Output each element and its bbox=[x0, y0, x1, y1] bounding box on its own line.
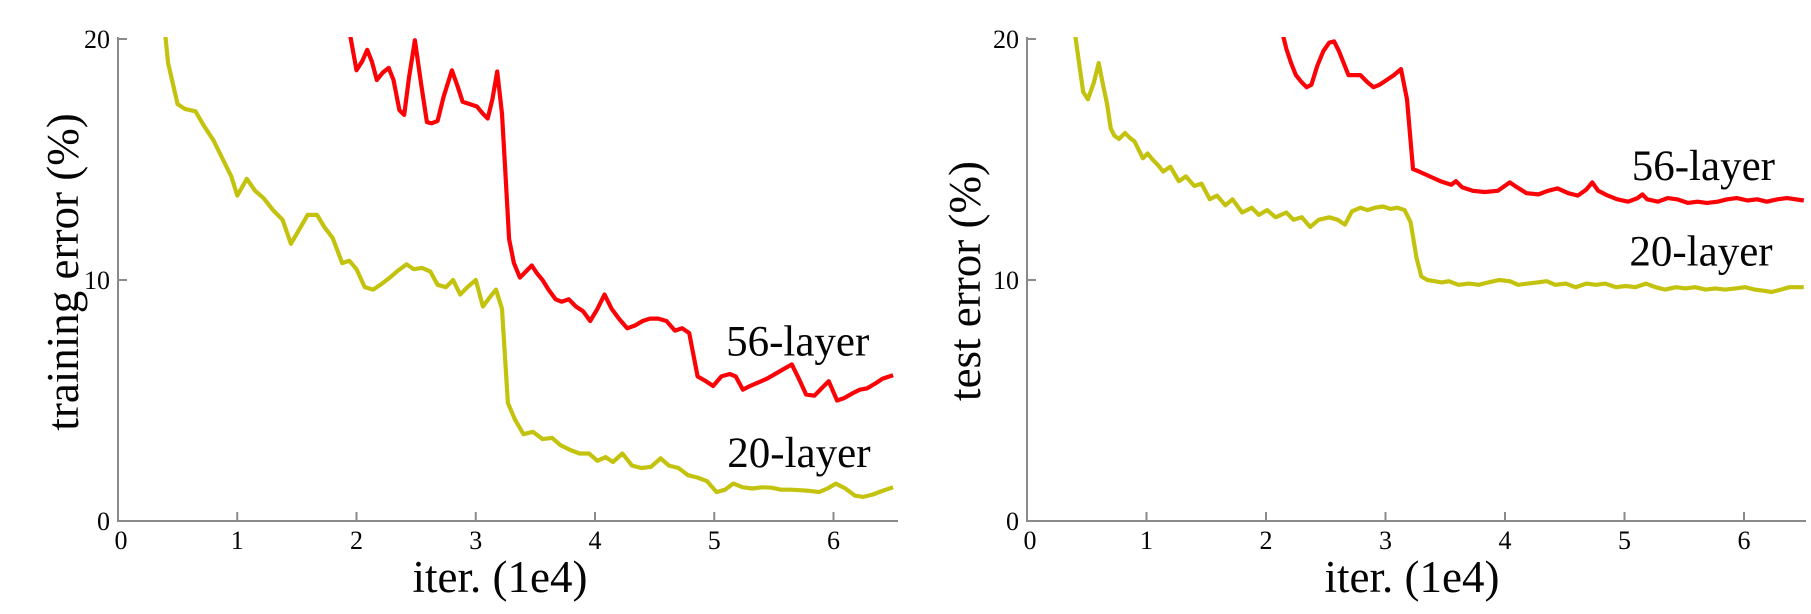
x-tick-label: 0 bbox=[115, 526, 128, 555]
y-axis-label: training error (%) bbox=[38, 113, 88, 430]
x-tick-label: 2 bbox=[350, 526, 363, 555]
annotation-56-layer: 56-layer bbox=[726, 318, 869, 365]
series-line-56-layer bbox=[1281, 37, 1805, 205]
series-line-20-layer bbox=[1073, 37, 1804, 295]
training-error-series-group bbox=[163, 37, 894, 499]
annotation-20-layer: 20-layer bbox=[727, 430, 870, 477]
annotation-56-layer: 56-layer bbox=[1632, 143, 1775, 190]
y-tick-label: 20 bbox=[993, 25, 1019, 54]
test-error-chart: 0 1 2 3 4 5 6 0 10 20 test error (%) iter. (1e4) 56-… bbox=[940, 25, 1806, 602]
y-tick-label: 10 bbox=[84, 266, 110, 295]
y-tick-label: 0 bbox=[97, 507, 110, 536]
x-axis-label: iter. (1e4) bbox=[1325, 552, 1500, 602]
y-axis-label: test error (%) bbox=[940, 161, 990, 401]
y-tick-label: 10 bbox=[993, 266, 1019, 295]
x-tick-label: 5 bbox=[708, 526, 721, 555]
x-tick-label: 4 bbox=[589, 526, 602, 555]
x-tick-label: 3 bbox=[1379, 526, 1392, 555]
x-tick-label: 6 bbox=[1738, 526, 1751, 555]
x-tick-label: 4 bbox=[1499, 526, 1512, 555]
y-tick-label: 0 bbox=[1006, 507, 1019, 536]
x-tick-label: 6 bbox=[827, 526, 840, 555]
series-line-56-layer bbox=[348, 37, 894, 403]
training-error-chart: 0 1 2 3 4 5 6 0 10 20 training error (%) iter. (1e4… bbox=[38, 25, 898, 602]
x-tick-label: 1 bbox=[1140, 526, 1153, 555]
x-tick-label: 2 bbox=[1260, 526, 1273, 555]
x-tick-label: 3 bbox=[469, 526, 482, 555]
series-line-20-layer bbox=[163, 37, 894, 499]
x-tick-label: 0 bbox=[1024, 526, 1037, 555]
annotation-20-layer: 20-layer bbox=[1629, 228, 1772, 275]
y-tick-label: 20 bbox=[84, 25, 110, 54]
test-error-series-group bbox=[1073, 37, 1805, 295]
x-tick-label: 1 bbox=[231, 526, 244, 555]
x-axis-label: iter. (1e4) bbox=[413, 552, 588, 602]
x-tick-label: 5 bbox=[1618, 526, 1631, 555]
